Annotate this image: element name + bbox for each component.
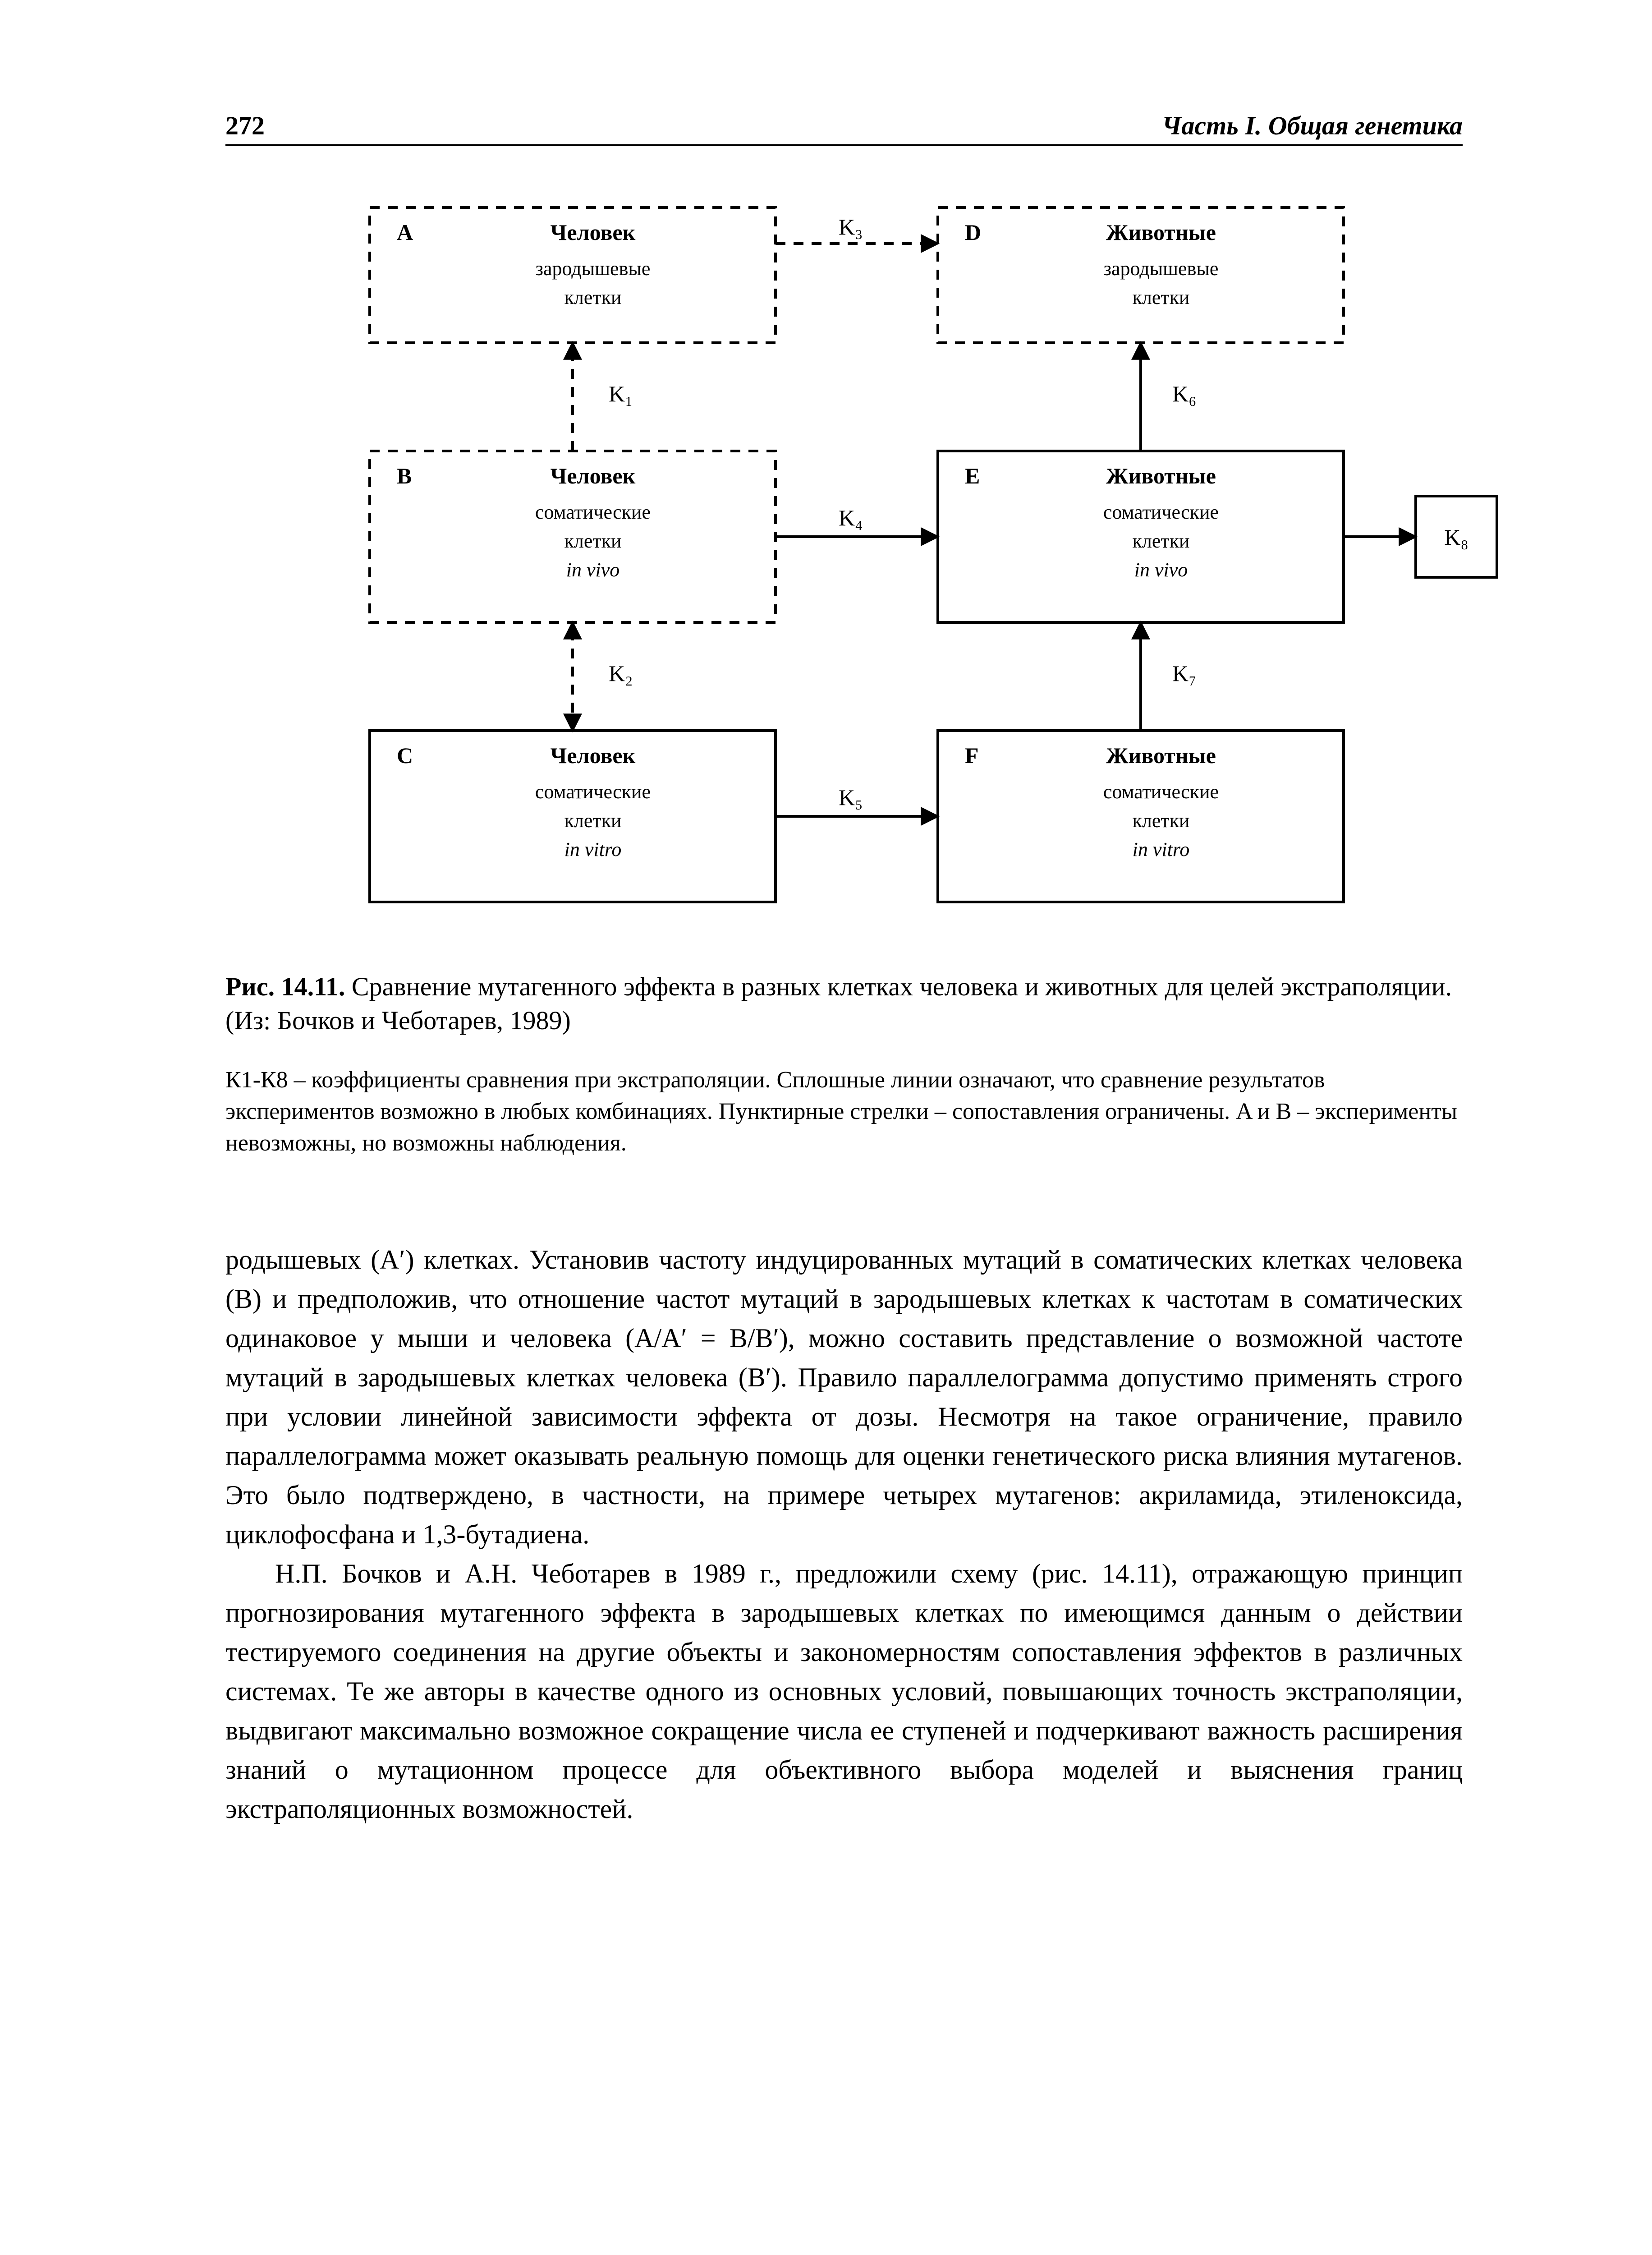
edge-C-B: K₂	[573, 622, 633, 731]
node-A: A Человек зародышевые клетки	[370, 207, 776, 343]
edge-A-D: K₃	[776, 214, 938, 244]
node-D: D Животные зародышевые клетки	[938, 207, 1344, 343]
figure-caption: Рис. 14.11. Сравнение мутагенного эффект…	[225, 970, 1463, 1038]
node-E: E Животные соматические клетки in vivo	[938, 451, 1344, 622]
svg-text:соматические: соматические	[535, 781, 651, 803]
svg-text:E: E	[965, 463, 980, 488]
header-rule	[225, 144, 1463, 146]
svg-text:C: C	[397, 743, 413, 768]
svg-text:клетки: клетки	[564, 286, 621, 308]
edge-F-E: K₇	[1141, 622, 1197, 731]
svg-text:F: F	[965, 743, 979, 768]
svg-text:соматические: соматические	[1103, 501, 1219, 523]
svg-text:K₃: K₃	[839, 214, 863, 239]
svg-text:Животные: Животные	[1106, 743, 1216, 768]
node-B: B Человек соматические клетки in vivo	[370, 451, 776, 622]
edge-C-F: K₅	[776, 785, 938, 816]
svg-text:K₄: K₄	[839, 505, 863, 530]
edge-B-A: K₁	[573, 343, 633, 451]
svg-text:K₆: K₆	[1172, 381, 1197, 406]
page-number: 272	[225, 108, 265, 143]
svg-text:in vivo: in vivo	[566, 559, 620, 581]
paragraph-2: Н.П. Бочков и А.Н. Чеботарев в 1989 г., …	[225, 1554, 1463, 1829]
svg-text:клетки: клетки	[1132, 286, 1189, 308]
figure-caption-text: Сравнение мутагенного эффекта в разных к…	[225, 972, 1452, 1035]
paragraph-1: родышевых (A′) клетках. Установив частот…	[225, 1240, 1463, 1554]
svg-text:зародышевые: зародышевые	[536, 258, 651, 280]
figure-label: Рис. 14.11.	[225, 972, 345, 1001]
svg-text:A: A	[397, 220, 413, 245]
svg-text:клетки: клетки	[564, 530, 621, 552]
body-text: родышевых (A′) клетках. Установив частот…	[225, 1240, 1463, 1829]
svg-text:K₁: K₁	[609, 381, 633, 406]
diagram: A Человек зародышевые клетки D Животные зароды…	[343, 189, 1515, 934]
svg-text:in vitro: in vitro	[564, 838, 622, 861]
node-F: F Животные соматические клетки in vitro	[938, 731, 1344, 902]
svg-text:соматические: соматические	[1103, 781, 1219, 803]
figure-note: К1-К8 – коэффициенты сравнения при экстр…	[225, 1064, 1463, 1160]
node-C: C Человек соматические клетки in vitro	[370, 731, 776, 902]
page: 272 Часть I. Общая генетика A Человек заро…	[0, 0, 1652, 2255]
edge-B-E: K₄	[776, 505, 938, 537]
svg-text:in vitro: in vitro	[1133, 838, 1190, 861]
svg-text:K₂: K₂	[609, 661, 633, 686]
edge-E-D: K₆	[1141, 343, 1197, 451]
svg-text:D: D	[965, 220, 981, 245]
svg-text:K₇: K₇	[1172, 661, 1197, 686]
svg-text:K₈: K₈	[1444, 525, 1468, 550]
svg-text:Человек: Человек	[551, 220, 636, 245]
node-K8box: K₈	[1416, 496, 1497, 577]
svg-text:B: B	[397, 463, 412, 488]
svg-text:in vivo: in vivo	[1134, 559, 1188, 581]
svg-text:клетки: клетки	[564, 810, 621, 832]
running-head: 272 Часть I. Общая генетика	[225, 108, 1463, 143]
svg-text:Человек: Человек	[551, 463, 636, 488]
svg-text:K₅: K₅	[839, 785, 863, 810]
svg-text:Животные: Животные	[1106, 463, 1216, 488]
svg-text:клетки: клетки	[1132, 530, 1189, 552]
svg-text:Животные: Животные	[1106, 220, 1216, 245]
svg-text:Человек: Человек	[551, 743, 636, 768]
svg-text:соматические: соматические	[535, 501, 651, 523]
svg-text:зародышевые: зародышевые	[1104, 258, 1219, 280]
part-title: Часть I. Общая генетика	[1162, 108, 1463, 143]
svg-text:клетки: клетки	[1132, 810, 1189, 832]
